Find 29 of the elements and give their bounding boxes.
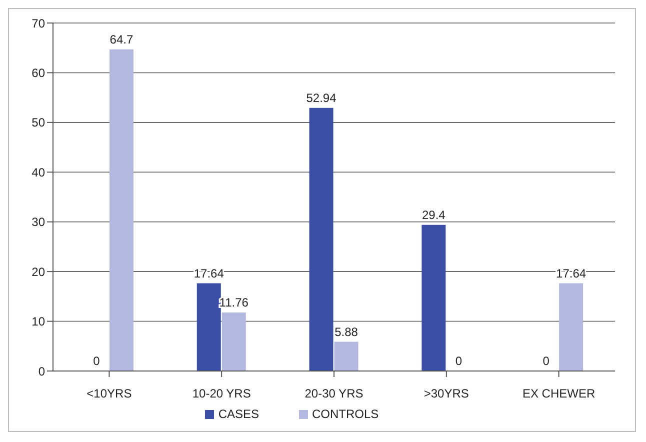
y-tick-label: 70 — [32, 16, 46, 30]
bar — [422, 224, 446, 371]
legend-label: CONTROLS — [312, 407, 379, 421]
bar — [334, 342, 358, 371]
data-label: 5.88 — [334, 324, 358, 339]
y-tick-label: 0 — [38, 364, 46, 378]
data-label: 0 — [93, 354, 100, 368]
y-tick-label: 20 — [32, 264, 46, 279]
bar — [222, 312, 246, 371]
bar — [196, 283, 221, 371]
y-tick-label: 50 — [32, 116, 46, 130]
x-tick-label: >30YRS — [424, 386, 469, 401]
y-tick-label: 10 — [32, 314, 46, 329]
bar — [559, 283, 584, 371]
bar — [109, 49, 134, 371]
bar — [309, 108, 334, 371]
x-tick-label: 20-30 YRS — [304, 386, 364, 401]
x-tick-label: 10-20 YRS — [192, 386, 251, 401]
data-label: 0 — [542, 354, 550, 368]
y-tick-label: 40 — [32, 165, 46, 180]
legend-label: CASES — [218, 407, 259, 421]
y-tick-label: 30 — [32, 215, 46, 230]
data-label: 0 — [455, 354, 462, 368]
data-label: 52.94 — [306, 90, 337, 105]
x-tick-label: <10YRS — [86, 386, 132, 401]
data-label: 64.7 — [110, 32, 134, 46]
data-label: 29.4 — [422, 208, 446, 222]
x-tick-label: EX CHEWER — [522, 386, 596, 401]
y-tick-label: 60 — [32, 66, 46, 80]
